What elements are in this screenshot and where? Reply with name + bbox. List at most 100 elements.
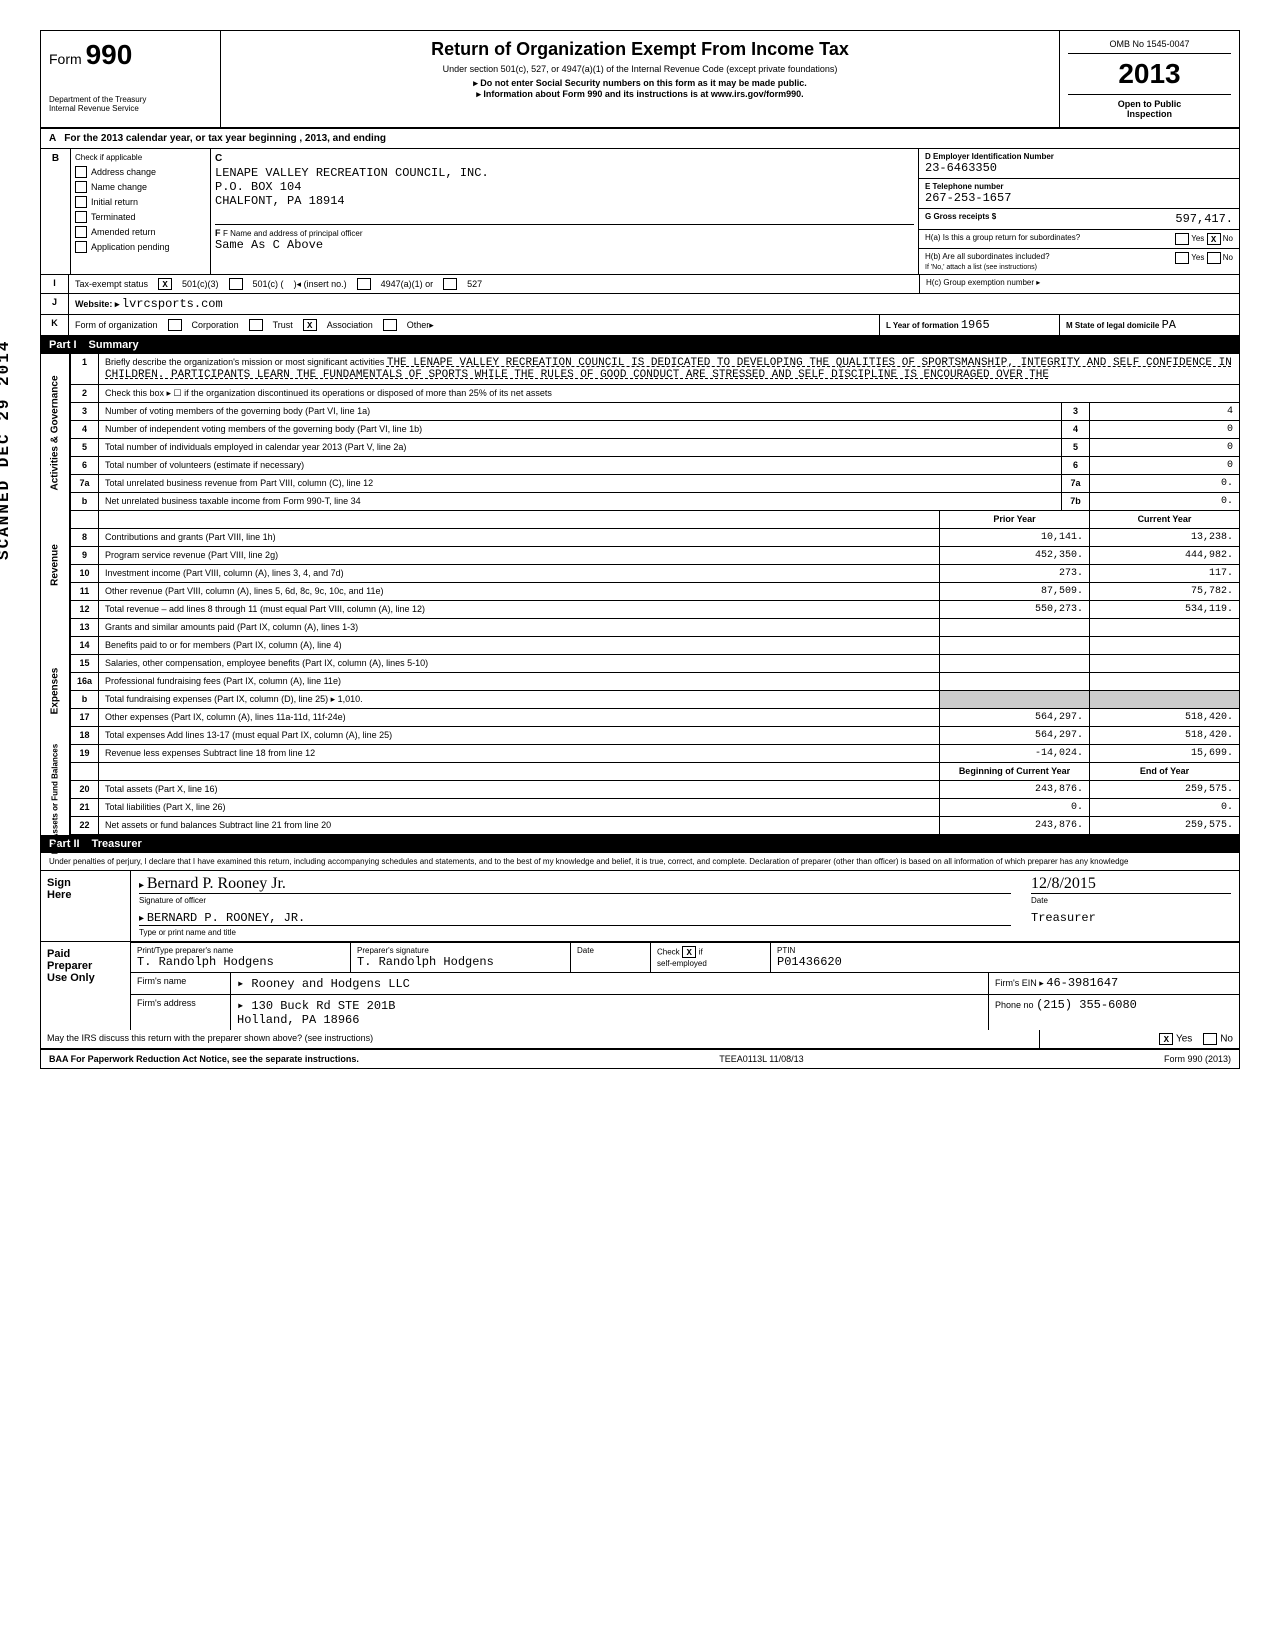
prep-sig: T. Randolph Hodgens [357, 955, 564, 969]
year-formation: 1965 [961, 318, 990, 332]
501c-box[interactable] [229, 278, 243, 290]
sig-officer-label: Signature of officer [139, 896, 1011, 905]
prep-name-label: Print/Type preparer's name [137, 946, 344, 955]
g-label: G Gross receipts $ [925, 212, 996, 226]
other-box[interactable] [383, 319, 397, 331]
tax-year: 2013 [1068, 58, 1231, 90]
form-header: Form 990 Department of the Treasury Inte… [41, 31, 1239, 129]
footer-mid: TEEA0113L 11/08/13 [719, 1054, 803, 1064]
group-expenses: Expenses 13Grants and similar amounts pa… [41, 619, 1239, 763]
sig-date: 12/8/2015 [1031, 875, 1231, 893]
data-line: 11Other revenue (Part VIII, column (A), … [71, 583, 1239, 601]
firm-ein-label: Firm's EIN ▸ [995, 978, 1044, 988]
ha-yes-box[interactable] [1175, 233, 1189, 245]
b-label: B [41, 149, 71, 274]
paid-preparer-row: Paid Preparer Use Only Print/Type prepar… [41, 941, 1239, 1030]
check-application-pending[interactable]: Application pending [75, 241, 206, 253]
sign-here-row: Sign Here ▸ Bernard P. Rooney Jr. Signat… [41, 870, 1239, 941]
firm-addr: ▸ 130 Buck Rd STE 201B Holland, PA 18966 [231, 995, 989, 1030]
open-public: Open to Public Inspection [1068, 94, 1231, 119]
data-line: 17Other expenses (Part IX, column (A), l… [71, 709, 1239, 727]
f-label: F Name and address of principal officer [223, 229, 362, 238]
data-line: 9Program service revenue (Part VIII, lin… [71, 547, 1239, 565]
sign-here-label: Sign Here [41, 871, 131, 941]
col-end: End of Year [1089, 763, 1239, 780]
data-line: 20Total assets (Part X, line 16)243,876.… [71, 781, 1239, 799]
hb-label: H(b) Are all subordinates included? [925, 252, 1050, 264]
data-line: 22Net assets or fund balances Subtract l… [71, 817, 1239, 835]
data-line: bTotal fundraising expenses (Part IX, co… [71, 691, 1239, 709]
header-center: Return of Organization Exempt From Incom… [221, 31, 1059, 127]
corp-box[interactable] [168, 319, 182, 331]
part2-header: Part II Treasurer [41, 835, 1239, 853]
line-a-text: For the 2013 calendar year, or tax year … [64, 133, 386, 144]
gov-line: 4Number of independent voting members of… [71, 421, 1239, 439]
side-net: Net Assets or Fund Balances [51, 744, 60, 854]
check-address-change[interactable]: Address change [75, 166, 206, 178]
col-prior: Prior Year [939, 511, 1089, 528]
org-addr2: CHALFONT, PA 18914 [215, 194, 914, 208]
data-line: 18Total expenses Add lines 13-17 (must e… [71, 727, 1239, 745]
501c3-box[interactable]: X [158, 278, 172, 290]
gov-line: 3Number of voting members of the governi… [71, 403, 1239, 421]
discuss-text: May the IRS discuss this return with the… [41, 1030, 1039, 1048]
footer-right: Form 990 (2013) [1164, 1054, 1231, 1064]
group-net-assets: Net Assets or Fund Balances Beginning of… [41, 763, 1239, 835]
ha-no-box[interactable]: X [1207, 233, 1221, 245]
trust-box[interactable] [249, 319, 263, 331]
check-name-change[interactable]: Name change [75, 181, 206, 193]
firm-addr-label: Firm's address [131, 995, 231, 1030]
discuss-yes-box[interactable]: X [1159, 1033, 1173, 1045]
scanned-stamp: SCANNED DEC 29 2014 [0, 340, 13, 560]
gov-line: 7aTotal unrelated business revenue from … [71, 475, 1239, 493]
side-rev: Revenue [50, 544, 61, 586]
check-amended[interactable]: Amended return [75, 226, 206, 238]
check-initial-return[interactable]: Initial return [75, 196, 206, 208]
note1: ▸ Do not enter Social Security numbers o… [229, 78, 1051, 89]
side-exp: Expenses [50, 668, 61, 715]
form-990-container: Form 990 Department of the Treasury Inte… [40, 30, 1240, 1069]
name-title-label: Type or print name and title [139, 928, 1011, 937]
assoc-box[interactable]: X [303, 319, 317, 331]
gross-receipts: 597,417. [1175, 212, 1233, 226]
e-label: E Telephone number [925, 182, 1233, 191]
group-revenue: Revenue Prior Year Current Year 8Contrib… [41, 511, 1239, 619]
org-addr1: P.O. BOX 104 [215, 180, 914, 194]
ptin-label: PTIN [777, 946, 1233, 955]
hb-yes-box[interactable] [1175, 252, 1189, 264]
group-governance: Activities & Governance 1 Briefly descri… [41, 354, 1239, 511]
check-terminated[interactable]: Terminated [75, 211, 206, 223]
line-j: J Website: ▸ lvrcsports.com [41, 294, 1239, 315]
data-line: 14Benefits paid to or for members (Part … [71, 637, 1239, 655]
discuss-no-box[interactable] [1203, 1033, 1217, 1045]
phone: 267-253-1657 [925, 191, 1233, 205]
form-number: 990 [86, 39, 133, 70]
prep-phone: (215) 355-6080 [1036, 998, 1137, 1012]
d-label: D Employer Identification Number [925, 152, 1233, 161]
website: lvrcsports.com [122, 297, 223, 311]
data-line: 19Revenue less expenses Subtract line 18… [71, 745, 1239, 763]
line-i: I Tax-exempt status X501(c)(3) 501(c) ()… [41, 275, 1239, 294]
form-label: Form [49, 51, 82, 67]
ha-label: H(a) Is this a group return for subordin… [925, 233, 1080, 245]
firm-name-label: Firm's name [131, 973, 231, 994]
hb-no-box[interactable] [1207, 252, 1221, 264]
line-2: Check this box ▸ ☐ if the organization d… [99, 385, 1239, 402]
prep-date-label: Date [577, 946, 644, 955]
firm-ein: 46-3981647 [1046, 976, 1118, 990]
4947-box[interactable] [357, 278, 371, 290]
data-line: 13Grants and similar amounts paid (Part … [71, 619, 1239, 637]
form-title: Return of Organization Exempt From Incom… [229, 39, 1051, 60]
gov-line: bNet unrelated business taxable income f… [71, 493, 1239, 511]
gov-line: 5Total number of individuals employed in… [71, 439, 1239, 457]
ptin: P01436620 [777, 955, 1233, 969]
gov-line: 6Total number of volunteers (estimate if… [71, 457, 1239, 475]
col-current: Current Year [1089, 511, 1239, 528]
line-k: K Form of organization Corporation Trust… [41, 315, 1239, 336]
prep-name: T. Randolph Hodgens [137, 955, 344, 969]
data-line: 16aProfessional fundraising fees (Part I… [71, 673, 1239, 691]
ein: 23-6463350 [925, 161, 1233, 175]
self-employed-box[interactable]: X [682, 946, 696, 958]
527-box[interactable] [443, 278, 457, 290]
officer-name-title: BERNARD P. ROONEY, JR. [147, 911, 305, 925]
